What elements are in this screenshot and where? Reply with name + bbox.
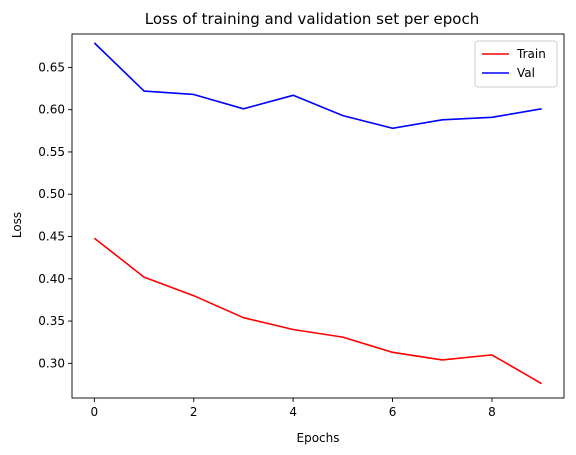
x-tick-label: 2	[190, 405, 198, 419]
y-tick-label: 0.50	[38, 187, 65, 201]
y-tick-label: 0.65	[38, 60, 65, 74]
y-tick-label: 0.60	[38, 103, 65, 117]
x-tick-label: 4	[289, 405, 297, 419]
series-line-train	[93, 237, 543, 385]
x-axis-label: Epochs	[297, 431, 340, 445]
legend-label-val: Val	[517, 66, 535, 80]
y-tick-label: 0.40	[38, 272, 65, 286]
y-axis-label: Loss	[10, 212, 24, 238]
series-line-val	[93, 42, 542, 130]
legend-label-train: Train	[516, 47, 546, 61]
legend-box	[474, 40, 558, 88]
plot-area: 0 2 4 6 8 0.30 0.35 0.40 0.45 0.50 0.55 0.60 0.65 Tra…	[38, 33, 565, 419]
y-tick-label: 0.55	[38, 145, 65, 159]
y-tick-label: 0.30	[38, 356, 65, 370]
x-tick-label: 0	[91, 405, 99, 419]
y-tick-label: 0.35	[38, 314, 65, 328]
axes-frame	[71, 33, 565, 399]
y-tick-label: 0.45	[38, 230, 65, 244]
x-tick-label: 8	[488, 405, 496, 419]
x-tick-label: 6	[389, 405, 397, 419]
chart-title: Loss of training and validation set per …	[145, 10, 479, 28]
